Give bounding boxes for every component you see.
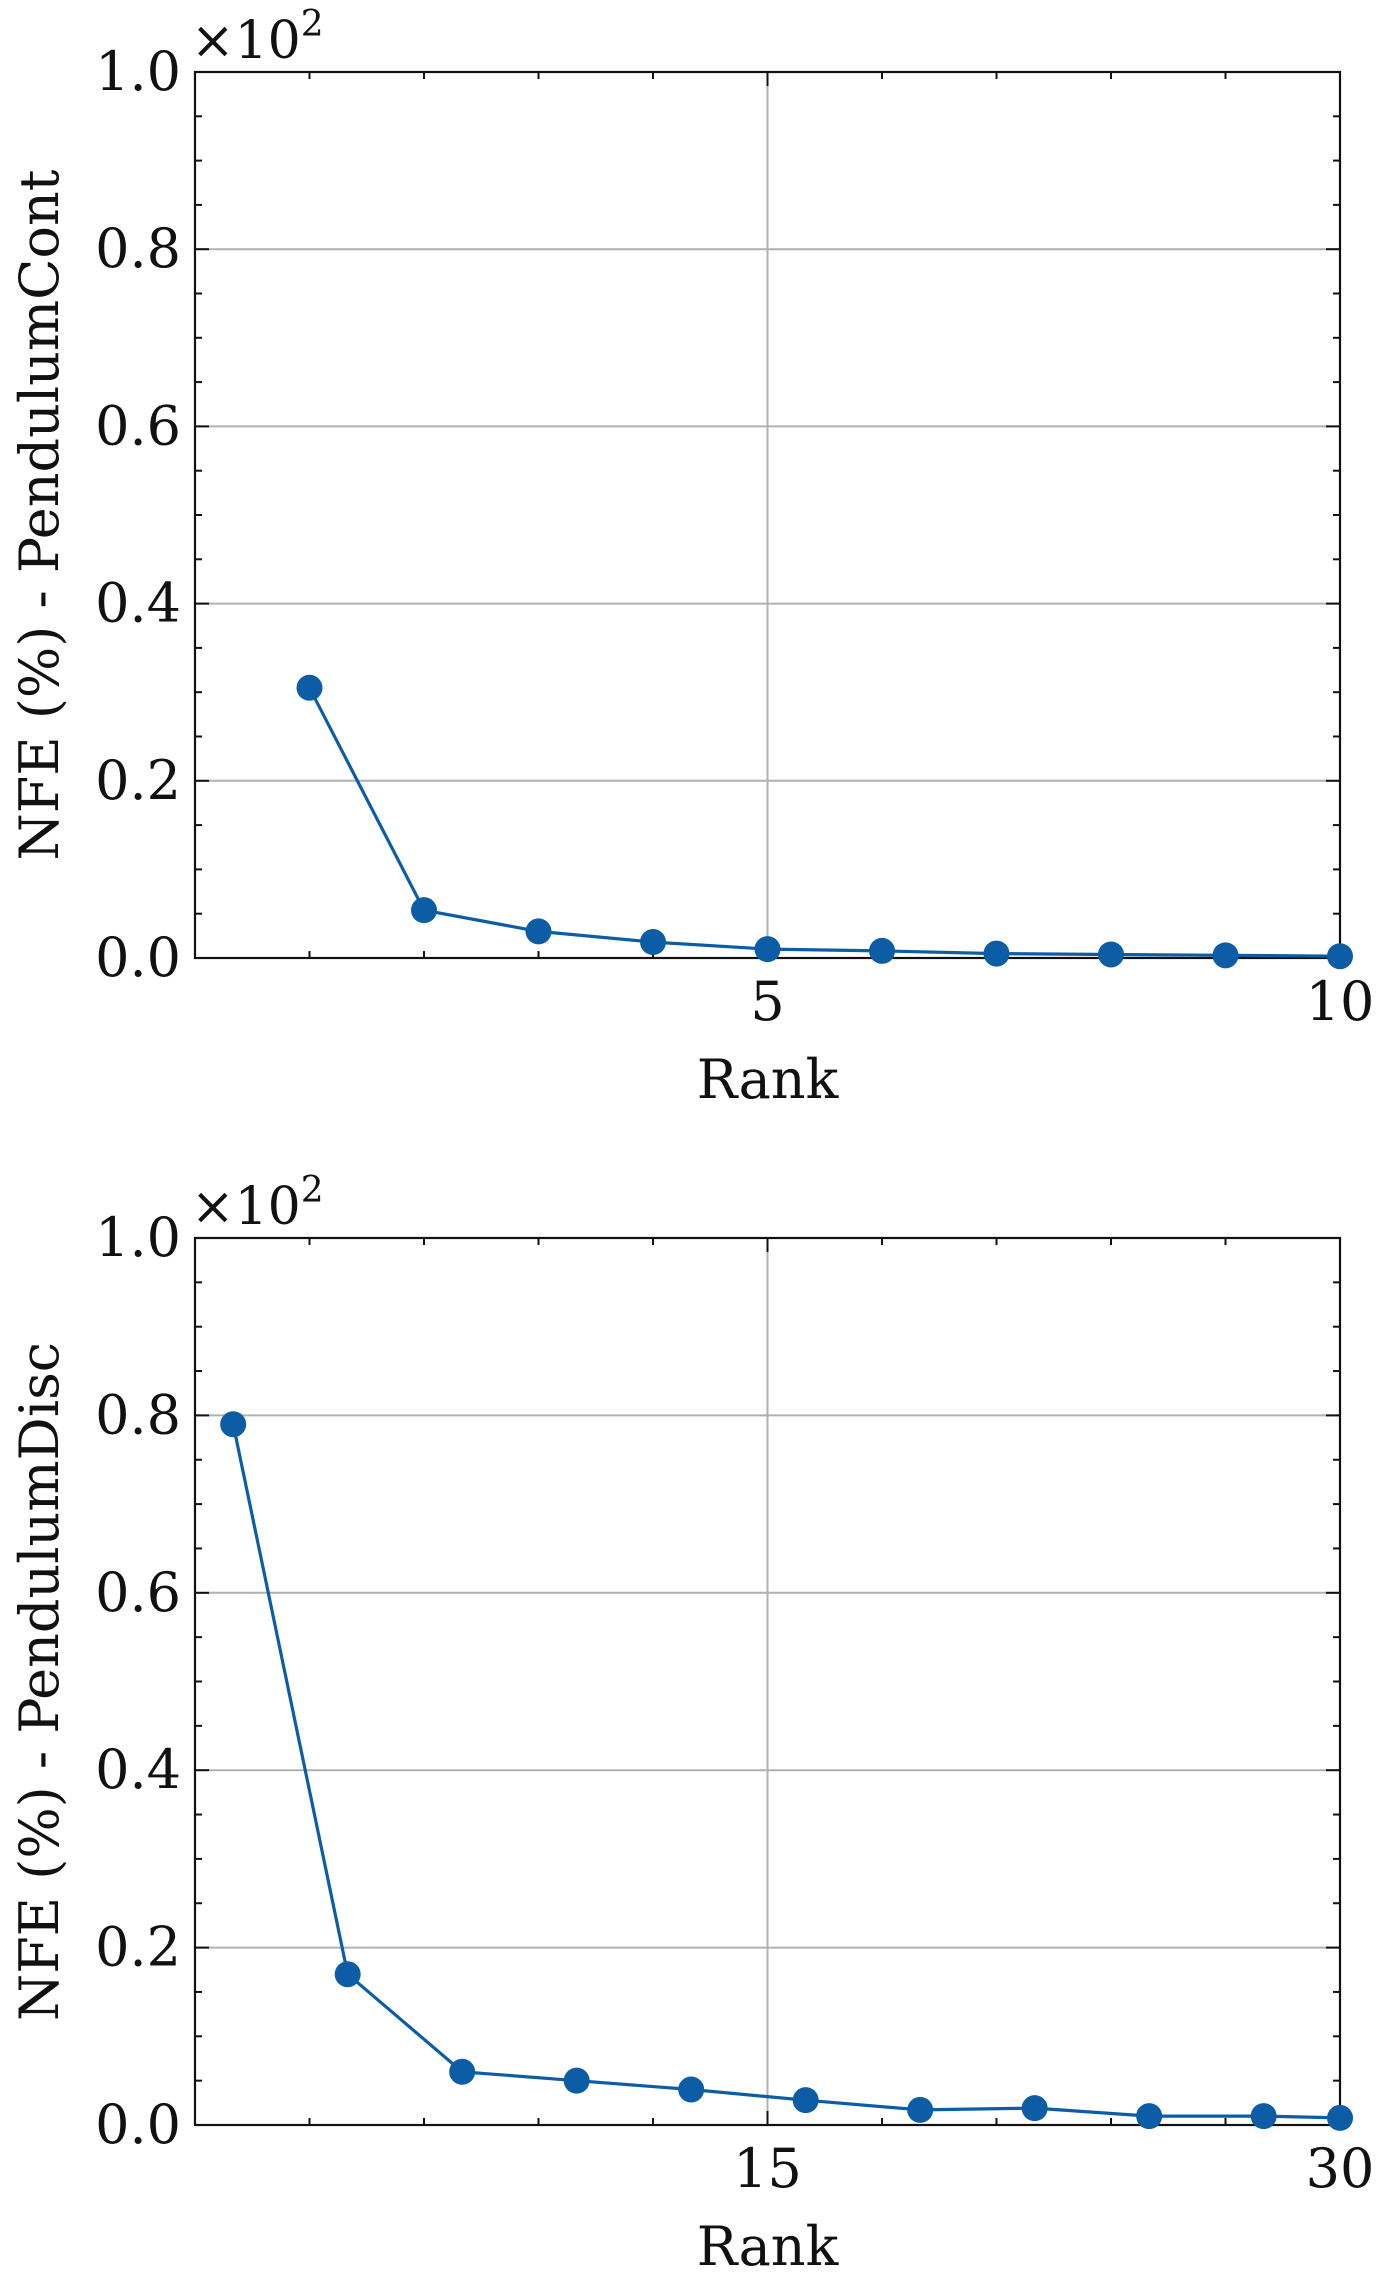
x-tick-label: 5 (750, 970, 784, 1033)
data-point (1212, 942, 1239, 969)
data-point (220, 1411, 247, 1438)
y-tick-label: 0.6 (95, 1561, 181, 1624)
y-tick-label: 0.4 (95, 1738, 181, 1801)
y-tick-label: 1.0 (95, 40, 181, 103)
axes-frame (193, 1236, 1342, 2127)
data-point (792, 2087, 819, 2114)
data-point (678, 2076, 705, 2103)
data-point (1327, 2104, 1353, 2131)
data-point (296, 674, 323, 701)
y-scale-multiplier: ×102 (191, 4, 324, 71)
data-point (869, 937, 895, 964)
y-tick-label: 0.0 (95, 926, 181, 989)
data-point (907, 2096, 934, 2123)
x-tick-label: 15 (733, 2137, 802, 2200)
x-axis-label: Rank (697, 2215, 840, 2278)
y-tick-label: 0.4 (95, 572, 181, 635)
y-tick-label: 1.0 (95, 1206, 181, 1269)
series-line (308, 687, 1341, 958)
data-point (334, 1961, 361, 1988)
chart-panel-2: 0.0 0.2 0.4 0.6 0.8 1.0 15 30 Rank NFE (%) - Pend… (8, 1170, 1374, 2278)
chart-panel-1: 0.0 0.2 0.4 0.6 0.8 1.0 5 10 Rank NFE (%) - Pendu… (8, 4, 1374, 1111)
y-axis-label: NFE (%) - PendulumDisc (8, 1342, 71, 2021)
data-point (1250, 2103, 1277, 2130)
x-axis-label: Rank (697, 1048, 840, 1111)
y-tick-label: 0.8 (95, 217, 181, 280)
data-point (754, 936, 781, 963)
y-tick-label: 0.8 (95, 1383, 181, 1446)
data-point (563, 2067, 590, 2094)
data-point (1327, 943, 1353, 970)
y-scale-multiplier: ×102 (191, 1170, 324, 1237)
y-tick-label: 0.2 (95, 749, 181, 812)
y-tick-label: 0.2 (95, 1916, 181, 1979)
data-point (1136, 2103, 1163, 2130)
x-tick-label: 30 (1306, 2137, 1375, 2200)
data-point (640, 929, 666, 956)
y-scale-base: ×10 (191, 11, 301, 71)
data-point (983, 940, 1010, 967)
data-point (525, 918, 552, 945)
y-scale-exponent: 2 (301, 1170, 324, 1211)
y-tick-label: 0.6 (95, 394, 181, 457)
x-tick-label: 10 (1306, 970, 1375, 1033)
y-axis-label: NFE (%) - PendulumCont (8, 169, 71, 860)
data-point (449, 2058, 476, 2085)
y-scale-base: ×10 (191, 1177, 301, 1237)
data-point (411, 897, 437, 924)
y-scale-exponent: 2 (301, 4, 324, 45)
data-point (1098, 941, 1124, 968)
y-tick-label: 0.0 (95, 2093, 181, 2156)
data-point (1021, 2095, 1048, 2122)
